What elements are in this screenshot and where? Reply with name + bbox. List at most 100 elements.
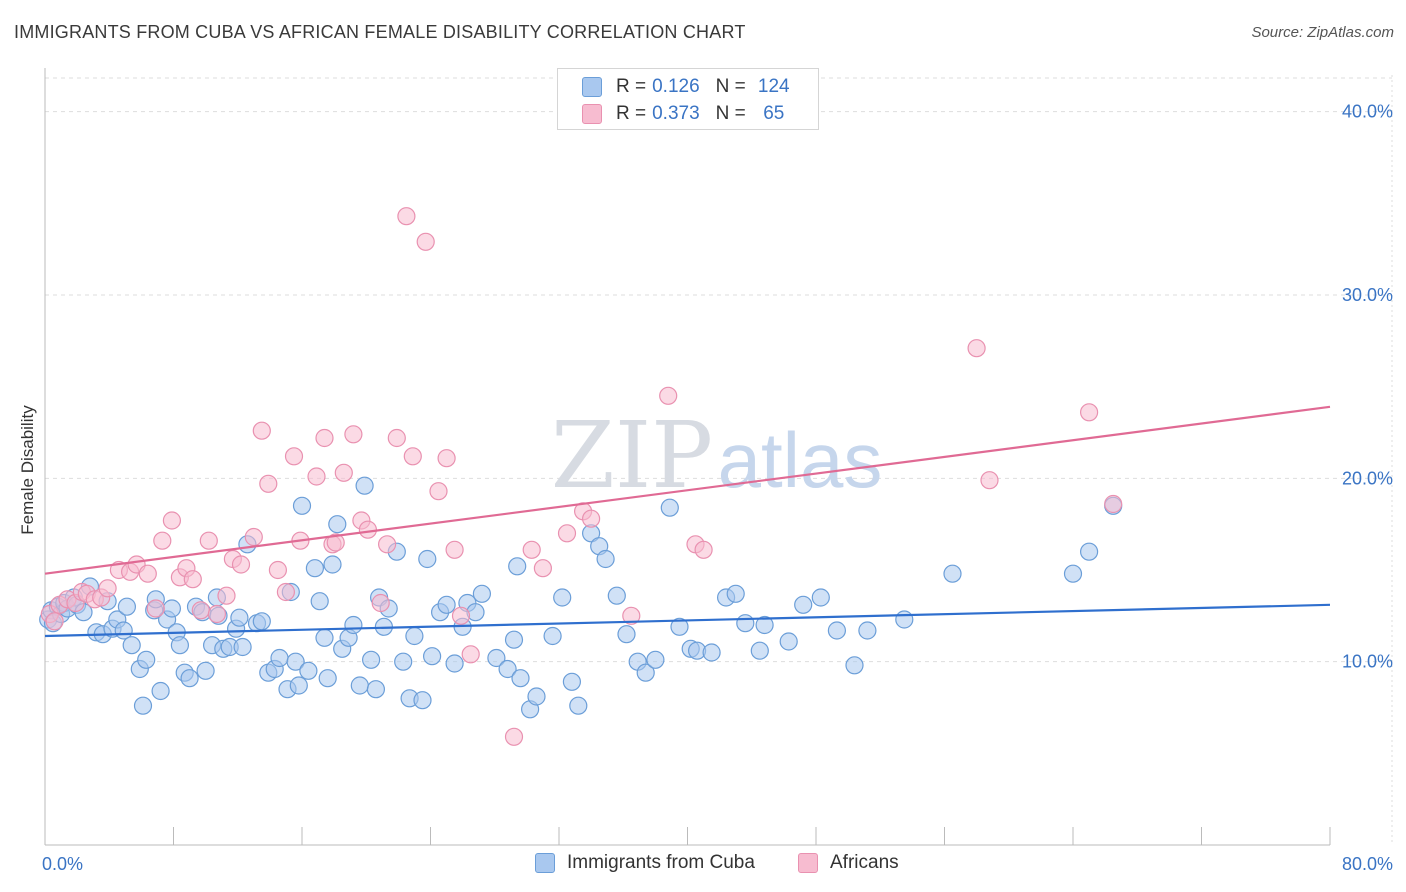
point-africans <box>162 511 181 530</box>
legend-n-label: N = <box>715 76 746 97</box>
point-cuba <box>344 615 363 635</box>
point-cuba <box>755 615 774 635</box>
point-africans <box>231 555 251 574</box>
point-africans <box>252 421 271 440</box>
point-cuba <box>508 557 527 576</box>
point-cuba <box>270 648 289 668</box>
point-africans <box>378 535 397 554</box>
point-africans <box>284 447 304 466</box>
point-cuba <box>617 625 636 644</box>
point-africans <box>461 645 480 664</box>
point-cuba <box>543 626 562 646</box>
point-africans <box>429 482 448 501</box>
point-africans <box>967 339 986 358</box>
point-cuba <box>355 476 374 495</box>
point-africans <box>451 606 471 625</box>
legend-swatch-pink <box>582 104 602 124</box>
point-cuba <box>445 654 464 673</box>
point-cuba <box>858 621 877 640</box>
source-credit: Source: ZipAtlas.com <box>1251 24 1394 41</box>
point-africans <box>259 474 278 493</box>
y-tick-label: 10.0% <box>1342 652 1393 672</box>
correlation-legend: R = 0.126 N = 124 R = 0.373 N = 65 <box>557 68 819 130</box>
legend-label-cuba: Immigrants from Cuba <box>567 852 755 873</box>
trend-lines <box>44 405 1331 638</box>
point-cuba <box>553 588 572 607</box>
point-africans <box>146 599 165 618</box>
point-cuba <box>1079 542 1099 561</box>
point-cuba <box>646 650 665 669</box>
legend-r-label: R = <box>616 76 647 97</box>
x-tick-label: 0.0% <box>42 854 83 874</box>
point-africans <box>45 612 64 631</box>
point-cuba <box>230 608 249 627</box>
point-africans <box>199 531 218 550</box>
point-cuba <box>827 621 847 640</box>
point-cuba <box>1063 564 1083 583</box>
point-africans <box>504 727 524 746</box>
point-africans <box>344 425 363 444</box>
point-cuba <box>562 672 582 691</box>
point-africans <box>334 463 353 482</box>
point-cuba <box>750 641 769 660</box>
legend-r-value: 0.373 <box>652 103 700 124</box>
point-africans <box>244 527 263 547</box>
point-africans <box>1104 494 1123 514</box>
point-cuba <box>413 691 432 710</box>
legend-label-africans: Africans <box>830 852 899 873</box>
point-cuba <box>328 515 347 534</box>
point-africans <box>1079 403 1099 422</box>
point-cuba <box>394 652 413 671</box>
point-cuba <box>310 592 329 611</box>
point-africans <box>315 428 334 448</box>
legend-row-africans: R = 0.373 N = 65 <box>582 102 796 126</box>
trend-line-cuba <box>44 603 1331 638</box>
y-tick-label: 20.0% <box>1342 468 1393 488</box>
legend-n-label: N = <box>715 103 746 124</box>
point-cuba <box>196 661 215 680</box>
point-africans <box>307 467 326 486</box>
legend-r-value: 0.126 <box>652 76 700 97</box>
x-tick-label: 80.0% <box>1342 854 1393 874</box>
point-africans <box>98 579 117 598</box>
point-africans <box>371 593 390 613</box>
point-cuba <box>133 696 153 715</box>
point-africans <box>403 447 422 466</box>
point-africans <box>153 531 172 550</box>
legend-n-value: 65 <box>763 103 785 124</box>
point-cuba <box>350 676 369 695</box>
point-cuba <box>137 650 156 669</box>
point-cuba <box>180 669 199 688</box>
point-cuba <box>596 549 615 569</box>
point-cuba <box>845 656 864 675</box>
point-africans <box>416 232 435 251</box>
point-africans <box>533 559 553 578</box>
point-africans <box>217 586 236 605</box>
y-tick-label: 40.0% <box>1342 102 1393 122</box>
point-cuba <box>418 549 437 569</box>
point-cuba <box>943 564 962 583</box>
point-cuba <box>299 661 318 680</box>
chart-title: IMMIGRANTS FROM CUBA VS AFRICAN FEMALE D… <box>14 22 746 42</box>
point-cuba <box>779 632 798 651</box>
point-cuba <box>702 643 721 662</box>
point-cuba <box>670 617 689 636</box>
legend-swatch-blue <box>582 77 602 97</box>
point-cuba <box>122 636 141 655</box>
point-africans <box>138 564 157 583</box>
point-cuba <box>117 597 137 616</box>
point-africans <box>445 540 464 559</box>
point-cuba <box>423 647 442 666</box>
point-cuba <box>504 630 524 649</box>
watermark-atlas: atlas <box>718 416 883 504</box>
series-legend: Immigrants from Cuba Africans <box>0 852 1406 878</box>
point-cuba <box>151 681 170 701</box>
axes <box>44 68 1331 846</box>
point-africans <box>581 509 601 528</box>
legend-r-label: R = <box>616 103 647 124</box>
point-africans <box>207 604 226 624</box>
point-africans <box>659 386 678 405</box>
point-africans <box>276 582 295 602</box>
point-africans <box>387 428 406 448</box>
